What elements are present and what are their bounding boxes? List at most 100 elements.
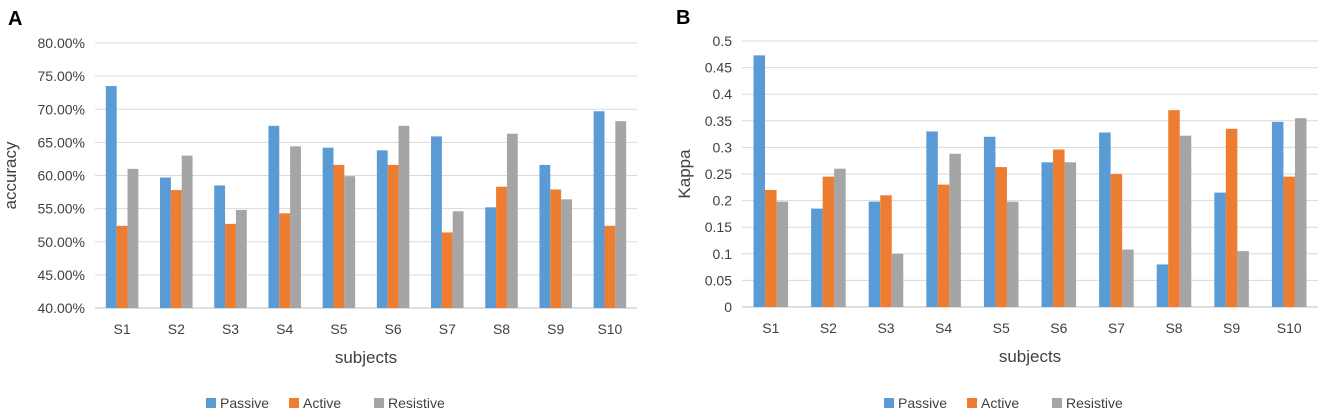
y-tick-label: 0.4 bbox=[713, 86, 733, 102]
x-tick-label: S8 bbox=[1165, 320, 1182, 336]
y-tick-label: 55.00% bbox=[38, 201, 85, 217]
y-tick-label: 0.15 bbox=[705, 219, 732, 235]
y-tick-label: 0.1 bbox=[713, 246, 733, 262]
legend-swatch-active bbox=[967, 398, 977, 408]
bar-active-s2 bbox=[822, 176, 835, 307]
bar-resistive-s10 bbox=[1294, 118, 1307, 307]
bar-active-s2 bbox=[170, 190, 182, 308]
y-tick-label: 0 bbox=[724, 299, 732, 315]
bar-active-s6 bbox=[1053, 149, 1065, 307]
x-tick-label: S9 bbox=[1223, 320, 1240, 336]
y-tick-label: 0.5 bbox=[713, 33, 733, 49]
bar-resistive-s6 bbox=[398, 125, 410, 308]
bar-passive-s5 bbox=[983, 136, 996, 307]
y-tick-label: 0.35 bbox=[705, 113, 732, 129]
y-tick-label: 0.2 bbox=[713, 193, 733, 209]
bar-active-s6 bbox=[387, 164, 399, 308]
legend-swatch-passive bbox=[206, 398, 216, 408]
y-tick-label: 80.00% bbox=[38, 35, 85, 51]
x-tick-label: S7 bbox=[1108, 320, 1125, 336]
legend-label-resistive: Resistive bbox=[388, 395, 445, 411]
bar-passive-s2 bbox=[160, 177, 171, 308]
y-tick-label: 45.00% bbox=[38, 267, 85, 283]
bar-active-s1 bbox=[765, 189, 777, 307]
x-tick-label: S1 bbox=[762, 320, 779, 336]
y-tick-label: 0.05 bbox=[705, 272, 732, 288]
bar-passive-s6 bbox=[1041, 162, 1054, 307]
bar-resistive-s8 bbox=[1179, 135, 1192, 307]
legend-swatch-passive bbox=[884, 398, 894, 408]
x-tick-label: S6 bbox=[385, 321, 402, 337]
x-tick-label: S4 bbox=[276, 321, 293, 337]
bar-resistive-s3 bbox=[891, 253, 904, 307]
x-tick-label: S3 bbox=[222, 321, 239, 337]
x-tick-label: S1 bbox=[114, 321, 131, 337]
y-axis-title: Kappa bbox=[675, 149, 694, 199]
legend: Passive Active Resistive bbox=[206, 395, 445, 411]
bar-resistive-s4 bbox=[290, 146, 301, 308]
bar-passive-s9 bbox=[539, 164, 551, 308]
bar-passive-s4 bbox=[926, 131, 938, 307]
bar-active-s3 bbox=[225, 223, 236, 308]
x-tick-label: S2 bbox=[820, 320, 837, 336]
bar-passive-s3 bbox=[868, 201, 881, 307]
bar-passive-s7 bbox=[431, 136, 442, 308]
bar-resistive-s7 bbox=[1122, 249, 1134, 307]
chart-panel-b: B 0 0.05 0.1 0.15 0.2 0.25 0.3 0.35 0.4 0.45 0.5 S1 S… bbox=[675, 7, 1318, 411]
bar-active-s8 bbox=[496, 186, 507, 308]
y-tick-label: 0.3 bbox=[713, 139, 733, 155]
bar-passive-s9 bbox=[1214, 192, 1226, 307]
legend-swatch-active bbox=[289, 398, 299, 408]
panel-label: B bbox=[676, 7, 690, 29]
bar-resistive-s8 bbox=[506, 133, 518, 308]
y-tick-label: 50.00% bbox=[38, 234, 85, 250]
y-tick-label: 0.25 bbox=[705, 166, 732, 182]
bar-passive-s10 bbox=[593, 111, 605, 308]
bar-passive-s8 bbox=[485, 207, 497, 308]
bar-active-s5 bbox=[995, 167, 1007, 307]
bar-resistive-s10 bbox=[615, 121, 627, 308]
x-tick-label: S10 bbox=[597, 321, 622, 337]
bar-active-s4 bbox=[937, 184, 950, 307]
bar-passive-s7 bbox=[1099, 132, 1111, 307]
bar-resistive-s5 bbox=[344, 176, 356, 308]
bar-passive-s1 bbox=[753, 55, 766, 307]
x-tick-label: S2 bbox=[168, 321, 185, 337]
x-axis-title: subjects bbox=[999, 347, 1061, 366]
x-tick-label: S5 bbox=[993, 320, 1010, 336]
x-tick-label: S7 bbox=[439, 321, 456, 337]
legend-label-resistive: Resistive bbox=[1066, 395, 1123, 411]
y-tick-label: 0.45 bbox=[705, 60, 732, 76]
bar-active-s7 bbox=[441, 232, 453, 308]
bar-resistive-s9 bbox=[561, 199, 572, 308]
bar-passive-s4 bbox=[268, 125, 280, 308]
bar-active-s9 bbox=[1225, 128, 1238, 307]
y-axis-title: accuracy bbox=[1, 141, 20, 210]
bar-active-s4 bbox=[279, 213, 291, 308]
y-tick-label: 70.00% bbox=[38, 101, 85, 117]
legend-label-passive: Passive bbox=[220, 395, 269, 411]
bar-active-s1 bbox=[116, 225, 128, 308]
bar-passive-s10 bbox=[1271, 121, 1284, 307]
x-tick-label: S4 bbox=[935, 320, 952, 336]
bar-passive-s2 bbox=[811, 208, 823, 307]
bar-resistive-s2 bbox=[181, 155, 193, 308]
bar-active-s10 bbox=[1283, 176, 1295, 307]
bar-resistive-s6 bbox=[1064, 162, 1077, 307]
bar-active-s5 bbox=[333, 164, 345, 308]
x-tick-label: S10 bbox=[1277, 320, 1302, 336]
bar-passive-s5 bbox=[322, 147, 334, 308]
y-tick-label: 60.00% bbox=[38, 168, 85, 184]
panel-label: A bbox=[8, 8, 22, 30]
bar-resistive-s2 bbox=[834, 168, 846, 307]
x-tick-label: S9 bbox=[547, 321, 564, 337]
x-tick-label: S3 bbox=[877, 320, 894, 336]
legend-swatch-resistive bbox=[374, 398, 384, 408]
x-tick-label: S6 bbox=[1050, 320, 1067, 336]
bar-active-s7 bbox=[1110, 174, 1123, 307]
bar-resistive-s1 bbox=[127, 168, 139, 308]
y-tick-label: 40.00% bbox=[38, 300, 85, 316]
bar-active-s8 bbox=[1168, 110, 1180, 307]
y-tick-label: 65.00% bbox=[38, 134, 85, 150]
